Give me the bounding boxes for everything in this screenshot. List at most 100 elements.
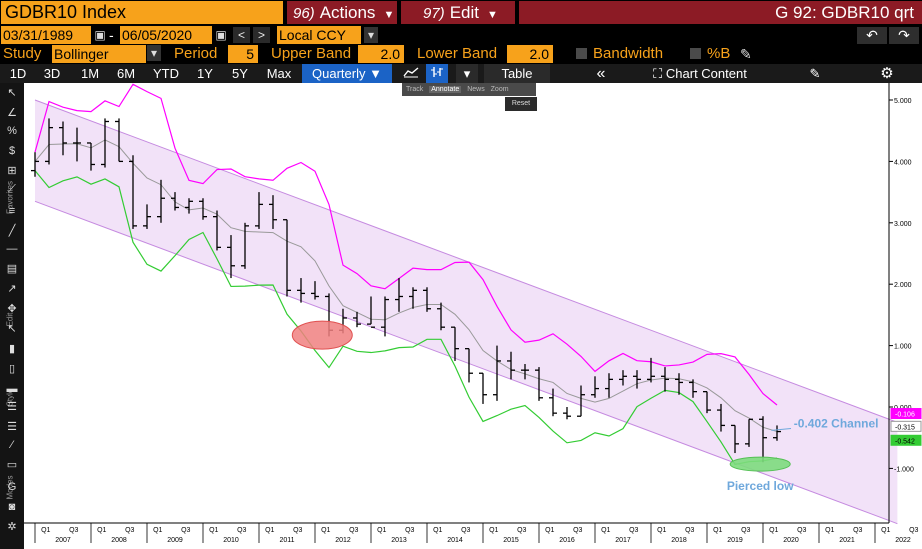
year-label: 2012 xyxy=(335,537,351,544)
move-icon[interactable]: ✥ xyxy=(7,303,17,315)
news-tool[interactable]: News xyxy=(467,86,485,93)
chart-content-button[interactable]: ⛶ Chart Content xyxy=(640,64,760,83)
line-width-icon[interactable]: ☰ xyxy=(7,421,17,433)
quarter-label: Q1 xyxy=(321,527,330,534)
period-1d[interactable]: 1D xyxy=(9,66,27,81)
prev-button[interactable]: < xyxy=(233,27,250,43)
quarter-label: Q3 xyxy=(69,527,78,534)
redo-button[interactable]: ↷ xyxy=(889,27,919,44)
upper-band-input[interactable]: 2.0 xyxy=(358,45,404,63)
period-ytd[interactable]: YTD xyxy=(153,66,179,81)
g-mode-icon[interactable]: G xyxy=(7,481,17,493)
chevron-down-icon: ▼ xyxy=(383,9,395,21)
color-icon[interactable]: ▬ xyxy=(6,383,18,395)
period-input[interactable]: 5 xyxy=(228,45,258,63)
ohlc-bar xyxy=(283,219,291,297)
edit-chart-icon[interactable]: ✎ xyxy=(809,66,821,81)
edit-menu[interactable]: 97) Edit ▼ xyxy=(401,1,515,24)
ohlc-bar xyxy=(619,370,627,386)
period-max[interactable]: Max xyxy=(266,66,292,81)
next-button[interactable]: > xyxy=(253,27,270,43)
ohlc-bar xyxy=(479,372,487,404)
brush-icon[interactable]: ⁄ xyxy=(11,439,13,451)
pctb-checkbox[interactable] xyxy=(690,48,701,59)
pointer-icon[interactable]: ↖ xyxy=(7,87,17,99)
trend-icon[interactable]: ⟋ xyxy=(8,183,16,195)
snapshot-icon[interactable]: ▭ xyxy=(6,459,18,471)
settings-small-icon[interactable]: ✲ xyxy=(7,521,17,533)
year-label: 2019 xyxy=(727,537,743,544)
pencil-icon[interactable]: ✎ xyxy=(740,46,752,62)
arrow-tool-icon[interactable]: ↗ xyxy=(7,283,17,295)
study-bar: Study Bollinger ▾ Period 5 Upper Band 2.… xyxy=(0,45,922,64)
lower-band-input[interactable]: 2.0 xyxy=(507,45,553,63)
actions-menu[interactable]: 96) Actions ▼ xyxy=(287,1,397,24)
delete-icon[interactable]: ▮ xyxy=(8,343,16,355)
table-button[interactable]: Table xyxy=(484,64,550,83)
ohlc-bar xyxy=(507,351,515,380)
channel-annotation-pointer xyxy=(771,427,792,431)
ohlc-bar xyxy=(87,142,95,171)
zoom-tool[interactable]: Zoom xyxy=(490,86,509,93)
quarter-label: Q1 xyxy=(153,527,162,534)
pctb-label: %B xyxy=(707,45,731,62)
camera-icon[interactable]: ◙ xyxy=(8,501,16,513)
quarter-label: Q3 xyxy=(797,527,806,534)
gear-icon[interactable]: ⚙ xyxy=(880,65,894,82)
chart-content-icon: ⛶ xyxy=(653,66,663,81)
bandwidth-checkbox[interactable] xyxy=(576,48,587,59)
reset-button[interactable]: Reset xyxy=(505,97,537,111)
end-date-field[interactable]: 06/05/2020 xyxy=(120,26,212,44)
year-label: 2013 xyxy=(391,537,407,544)
ohlc-bar-icon[interactable] xyxy=(426,64,448,83)
ohlc-bar xyxy=(381,296,389,337)
fib-icon[interactable]: ≡ xyxy=(8,205,16,217)
ohlc-bar xyxy=(493,345,501,401)
start-date-field[interactable]: 03/31/1989 xyxy=(1,26,91,44)
horizontal-line-icon[interactable]: — xyxy=(6,243,18,255)
channel-annotation-text: -0.402 Channel xyxy=(794,416,879,430)
period-1y[interactable]: 1Y xyxy=(197,66,213,81)
ohlc-bar xyxy=(423,287,431,312)
quarter-label: Q1 xyxy=(769,527,778,534)
period-3d[interactable]: 3D xyxy=(43,66,61,81)
study-select[interactable]: Bollinger xyxy=(52,45,146,63)
edit-label: Edit xyxy=(449,3,479,22)
period-6m[interactable]: 6M xyxy=(116,66,136,81)
undo-button[interactable]: ↶ xyxy=(857,27,887,44)
ohlc-bar xyxy=(745,418,753,447)
frequency-select[interactable]: Quarterly ▼ xyxy=(302,64,392,83)
currency-select[interactable]: Local CCY xyxy=(277,26,361,44)
quarter-label: Q1 xyxy=(601,527,610,534)
period-5y[interactable]: 5Y xyxy=(232,66,248,81)
chevron-down-icon[interactable]: ▾ xyxy=(147,45,161,61)
ohlc-bar xyxy=(731,424,739,454)
ohlc-bar xyxy=(395,278,403,312)
chevron-down-icon[interactable]: ▾ xyxy=(456,64,478,83)
percent-icon[interactable]: % xyxy=(7,125,17,137)
line-chart-icon[interactable] xyxy=(398,64,424,83)
collapse-icon[interactable]: « xyxy=(596,65,606,82)
calendar-icon[interactable]: ▣ xyxy=(215,28,227,42)
chart-area[interactable]: Track Annotate News Zoom Reset -0.402 Ch… xyxy=(24,83,922,549)
pen-icon[interactable]: ∠ xyxy=(7,107,17,119)
calendar-icon[interactable]: ▣ xyxy=(94,28,106,42)
track-tool[interactable]: Track xyxy=(406,86,424,93)
title-bar: GDBR10 Index 96) Actions ▼ 97) Edit ▼ G 92: … xyxy=(0,0,922,26)
last-value-tag-bg xyxy=(890,434,922,446)
ohlc-bar xyxy=(409,287,417,309)
ohlc-bar xyxy=(563,407,571,420)
dollar-icon[interactable]: $ xyxy=(8,145,16,157)
annotate-tool[interactable]: Annotate xyxy=(429,86,462,93)
select-icon[interactable]: ↖ xyxy=(7,323,17,335)
channel-icon[interactable]: ▤ xyxy=(6,263,18,275)
line-style-icon[interactable]: ☰ xyxy=(7,401,17,413)
period-1m[interactable]: 1M xyxy=(80,66,100,81)
ruler-icon[interactable]: ⊞ xyxy=(7,165,17,177)
quarter-label: Q1 xyxy=(433,527,442,534)
text-tool-icon[interactable]: ▯ xyxy=(8,363,16,375)
ticker-field[interactable]: GDBR10 Index xyxy=(1,1,283,24)
chevron-down-icon[interactable]: ▾ xyxy=(364,27,378,43)
channel-lower-line xyxy=(34,200,898,525)
line-tool-icon[interactable]: ╱ xyxy=(8,225,16,237)
